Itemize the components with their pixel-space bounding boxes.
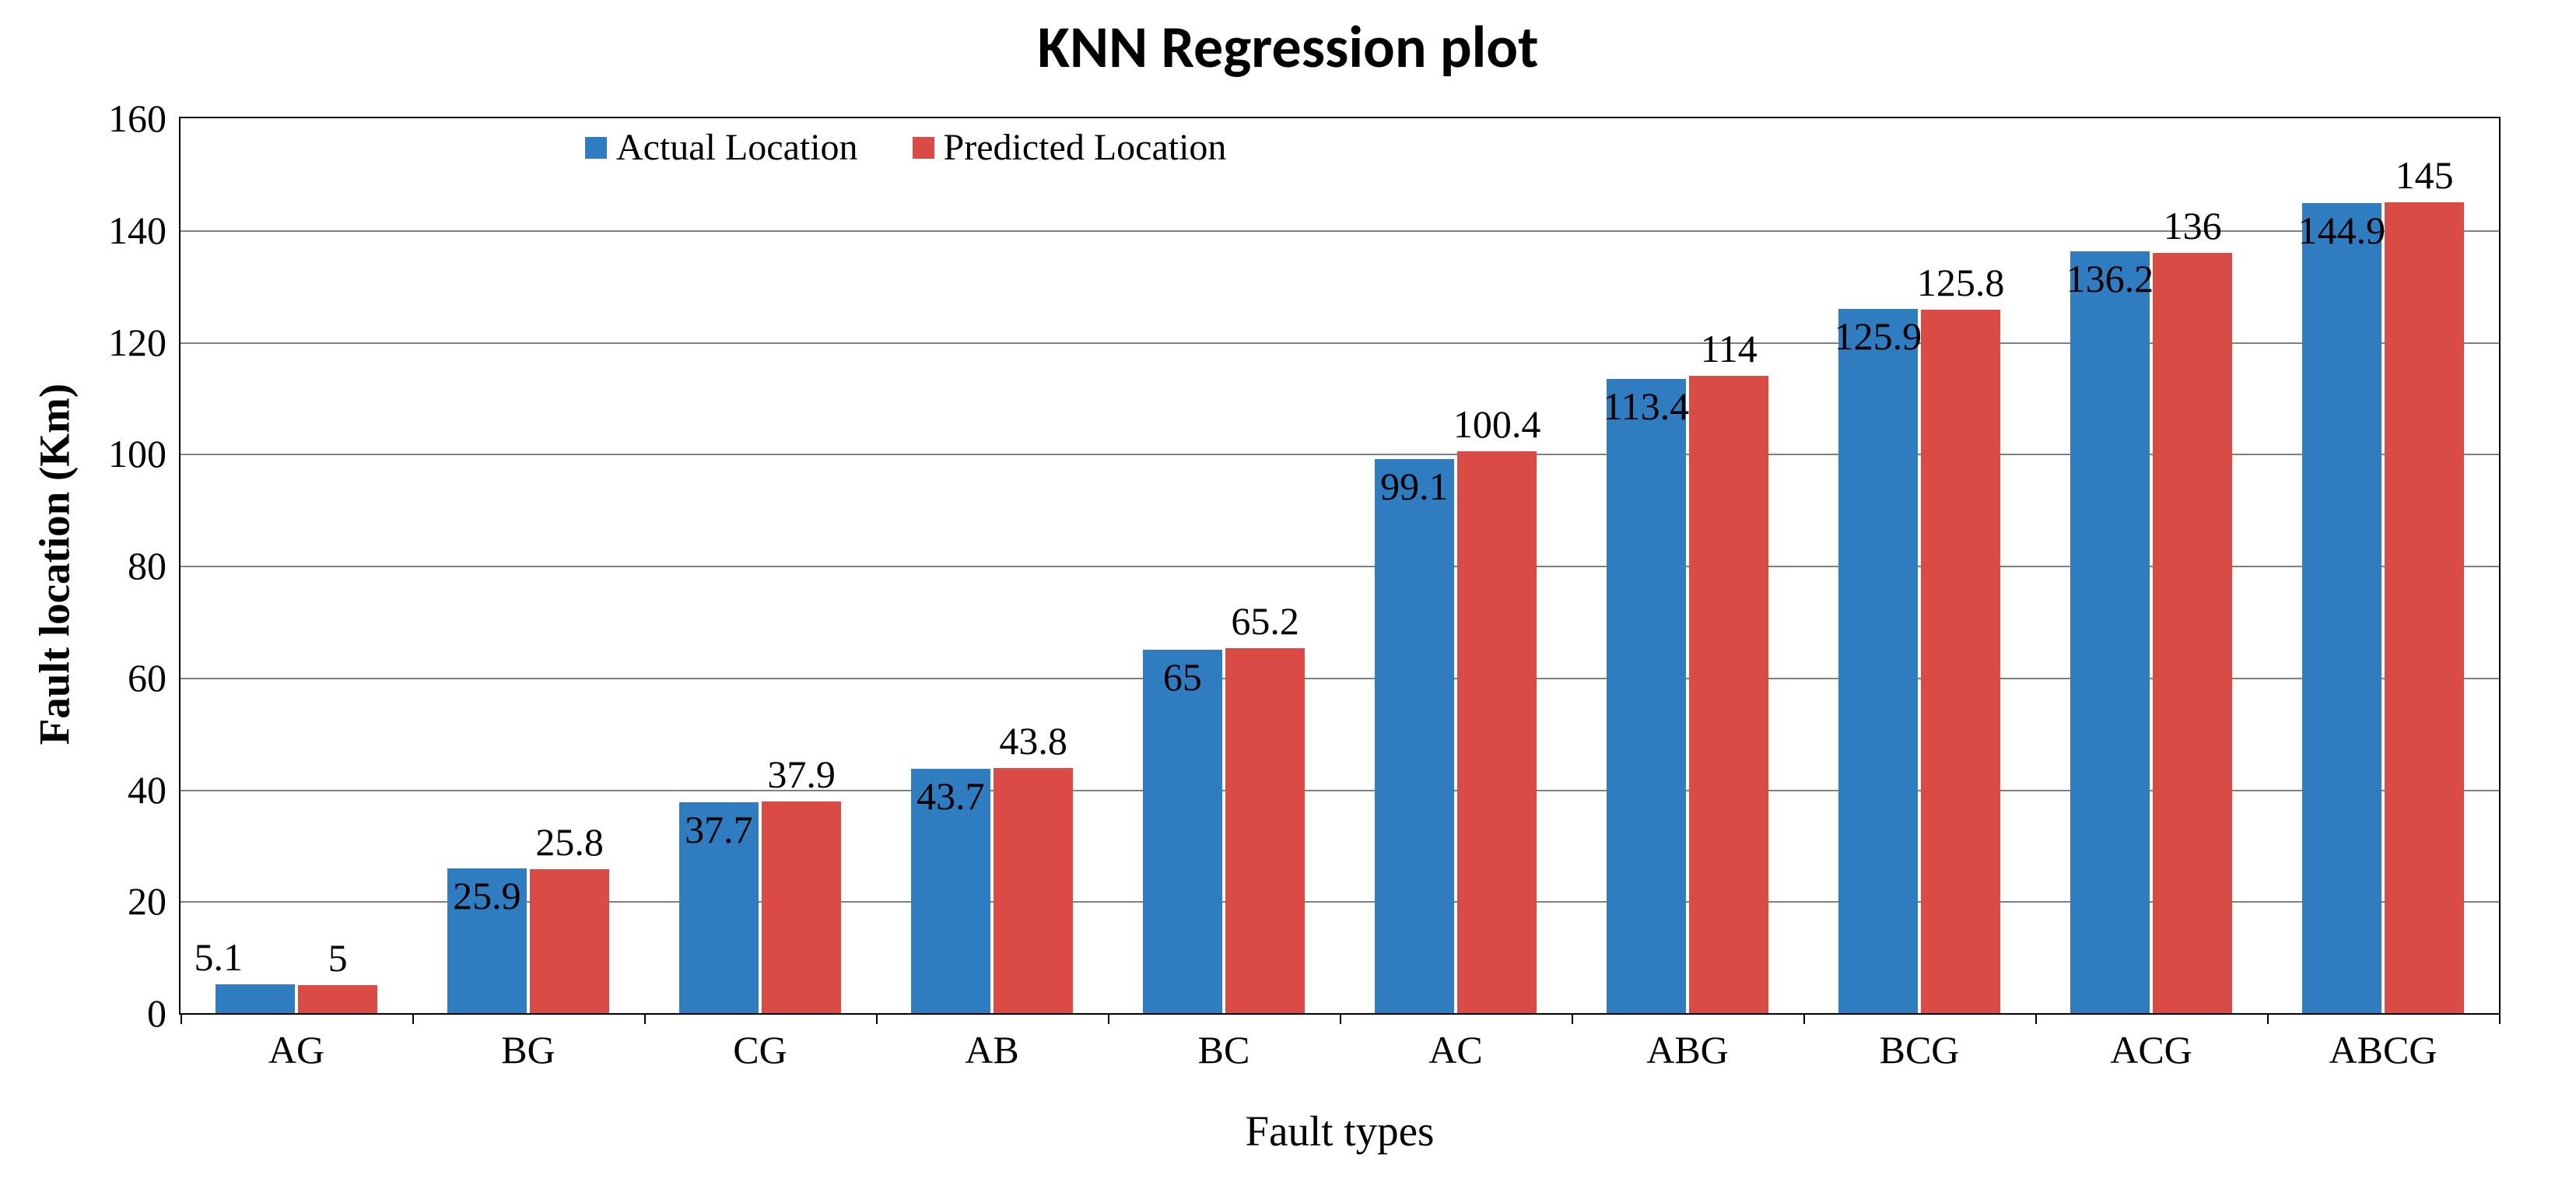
bar-value-label: 125.9 <box>1835 314 1922 359</box>
bar: 25.8 <box>530 869 609 1013</box>
gridline <box>180 454 2499 455</box>
bar-value-label: 43.7 <box>916 773 985 819</box>
bar-value-label: 136.2 <box>2066 256 2154 301</box>
gridline <box>180 566 2499 567</box>
chart-root: KNN Regression plot Actual Location Predi… <box>0 0 2576 1203</box>
bar: 99.1 <box>1375 459 1454 1013</box>
x-tick-label: AC <box>1428 1027 1482 1072</box>
y-tick-label: 20 <box>128 879 166 924</box>
legend-item: Actual Location <box>585 126 858 169</box>
legend-label: Actual Location <box>616 126 858 169</box>
x-tickmark <box>2035 1013 2037 1024</box>
x-tick-label: BCG <box>1880 1027 1960 1072</box>
gridline <box>180 678 2499 679</box>
bar: 65 <box>1143 650 1222 1013</box>
bar: 37.7 <box>679 802 759 1013</box>
x-tickmark <box>180 1013 182 1024</box>
y-tick-label: 60 <box>128 655 166 700</box>
plot-area: Actual LocationPredicted Location Fault … <box>179 117 2501 1015</box>
bar-value-label: 113.4 <box>1603 384 1690 429</box>
bar-value-label: 136 <box>2164 203 2222 248</box>
bar-value-label: 65.2 <box>1231 598 1299 644</box>
x-axis-title: Fault types <box>180 1107 2499 1156</box>
x-tickmark <box>876 1013 878 1024</box>
legend-swatch <box>913 137 934 159</box>
y-tick-label: 140 <box>108 208 166 253</box>
bar-value-label: 43.8 <box>999 718 1067 763</box>
bar: 25.9 <box>447 868 527 1013</box>
bar: 136.2 <box>2070 251 2150 1013</box>
y-tick-label: 80 <box>128 543 166 588</box>
x-tickmark <box>1108 1013 1109 1024</box>
chart-title: KNN Regression plot <box>0 12 2576 83</box>
bar: 125.9 <box>1838 309 1918 1013</box>
legend-label: Predicted Location <box>944 126 1227 169</box>
y-tick-label: 0 <box>147 991 166 1036</box>
bar-value-label: 114 <box>1701 326 1758 371</box>
y-axis-title: Fault location (Km) <box>30 384 79 745</box>
bar: 43.7 <box>911 769 990 1013</box>
bar: 136 <box>2153 253 2232 1014</box>
bar: 144.9 <box>2302 203 2381 1013</box>
y-tick-label: 160 <box>108 96 166 141</box>
bar: 145 <box>2385 202 2464 1013</box>
y-tick-label: 40 <box>128 767 166 812</box>
bar: 114 <box>1689 376 1768 1013</box>
bar-value-label: 37.9 <box>767 752 836 797</box>
bar: 5 <box>298 985 377 1013</box>
bar-value-label: 125.8 <box>1917 260 2005 305</box>
y-tick-label: 120 <box>108 320 166 365</box>
bar-value-label: 65 <box>1163 654 1202 700</box>
bar-value-label: 5 <box>328 935 348 980</box>
gridline <box>180 901 2499 903</box>
x-tickmark <box>1340 1013 1341 1024</box>
gridline <box>180 790 2499 791</box>
legend: Actual Location Predicted Location <box>585 126 1226 169</box>
bar-value-label: 144.9 <box>2298 208 2386 253</box>
bar-value-label: 99.1 <box>1380 464 1449 509</box>
bar-value-label: 25.9 <box>453 873 521 918</box>
bar-value-label: 145 <box>2396 153 2454 198</box>
bar: 65.2 <box>1225 648 1305 1013</box>
bar-value-label: 100.4 <box>1453 402 1541 447</box>
bar: 125.8 <box>1921 310 2000 1013</box>
bar: 5.1 <box>216 984 295 1013</box>
x-tick-label: ACG <box>2110 1027 2192 1072</box>
x-tickmark <box>1572 1013 1573 1024</box>
x-tickmark <box>412 1013 414 1024</box>
x-tick-label: AG <box>268 1027 324 1072</box>
gridline <box>180 230 2499 232</box>
legend-item: Predicted Location <box>913 126 1227 169</box>
x-tickmark <box>2499 1013 2501 1024</box>
x-tickmark <box>644 1013 646 1024</box>
x-tickmark <box>1803 1013 1805 1024</box>
x-tick-label: ABG <box>1646 1027 1729 1072</box>
x-tickmark <box>2267 1013 2269 1024</box>
y-tick-label: 100 <box>108 431 166 476</box>
bar: 43.8 <box>994 768 1073 1013</box>
x-tick-label: ABCG <box>2329 1027 2438 1072</box>
bar: 37.9 <box>762 801 841 1013</box>
x-tick-label: BG <box>501 1027 555 1072</box>
bar-value-label: 25.8 <box>535 819 604 865</box>
x-tick-label: BC <box>1198 1027 1250 1072</box>
legend-swatch <box>585 137 607 159</box>
bar: 113.4 <box>1607 379 1686 1013</box>
bar: 100.4 <box>1457 451 1537 1013</box>
gridline <box>180 342 2499 344</box>
x-tick-label: AB <box>965 1027 1018 1072</box>
bar-value-label: 37.7 <box>685 807 753 852</box>
bar-value-label: 5.1 <box>194 935 243 980</box>
x-tick-label: CG <box>733 1027 787 1072</box>
